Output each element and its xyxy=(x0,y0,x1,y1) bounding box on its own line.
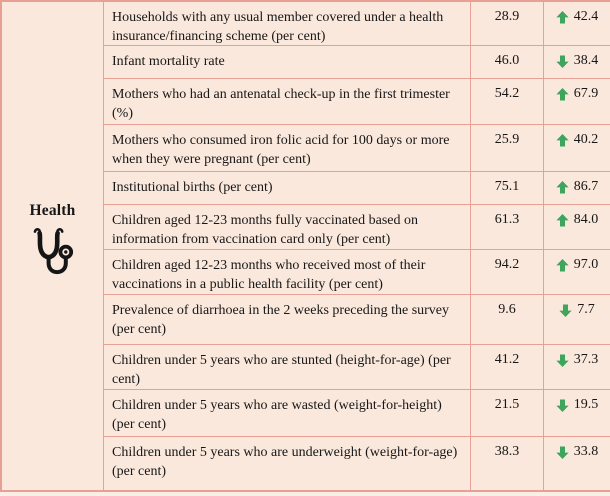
indicator-value: 9.6 xyxy=(470,295,543,345)
trend-indicator: 38.4 xyxy=(543,46,610,79)
indicator-value: 25.9 xyxy=(470,125,543,172)
indicator-value: 38.3 xyxy=(470,437,543,490)
indicator-value: 94.2 xyxy=(470,250,543,295)
stethoscope-icon xyxy=(30,225,76,277)
trend-value: 67.9 xyxy=(573,86,599,101)
indicator-label: Children aged 12-23 months fully vaccina… xyxy=(103,205,470,250)
indicator-label: Children under 5 years who are underweig… xyxy=(103,437,470,490)
trend-indicator: 7.7 xyxy=(543,295,610,345)
trend-value: 38.4 xyxy=(573,53,599,68)
indicator-label: Children under 5 years who are wasted (w… xyxy=(103,390,470,437)
trend-arrow-icon xyxy=(556,259,569,272)
trend-arrow-icon xyxy=(559,304,572,317)
indicator-label: Institutional births (per cent) xyxy=(103,172,470,205)
trend-indicator: 19.5 xyxy=(543,390,610,437)
trend-value: 97.0 xyxy=(573,257,599,272)
trend-indicator: 33.8 xyxy=(543,437,610,490)
indicator-value: 54.2 xyxy=(470,79,543,125)
indicator-label: Mothers who consumed iron folic acid for… xyxy=(103,125,470,172)
indicator-value: 41.2 xyxy=(470,345,543,390)
indicator-label: Children aged 12-23 months who received … xyxy=(103,250,470,295)
trend-arrow-icon xyxy=(556,55,569,68)
trend-arrow-icon xyxy=(556,11,569,24)
trend-arrow-icon xyxy=(556,354,569,367)
trend-indicator: 42.4 xyxy=(543,2,610,46)
category-cell-health: Health xyxy=(2,2,103,490)
trend-arrow-icon xyxy=(556,214,569,227)
trend-value: 84.0 xyxy=(573,212,599,227)
indicator-value: 28.9 xyxy=(470,2,543,46)
trend-indicator: 86.7 xyxy=(543,172,610,205)
trend-indicator: 37.3 xyxy=(543,345,610,390)
trend-indicator: 84.0 xyxy=(543,205,610,250)
trend-arrow-icon xyxy=(556,181,569,194)
trend-arrow-icon xyxy=(556,446,569,459)
trend-arrow-icon xyxy=(556,134,569,147)
indicator-value: 75.1 xyxy=(470,172,543,205)
trend-value: 86.7 xyxy=(573,179,599,194)
category-label: Health xyxy=(29,201,76,219)
indicator-label: Infant mortality rate xyxy=(103,46,470,79)
trend-arrow-icon xyxy=(556,88,569,101)
trend-indicator: 97.0 xyxy=(543,250,610,295)
trend-value: 19.5 xyxy=(573,397,599,412)
trend-arrow-icon xyxy=(556,399,569,412)
indicator-value: 46.0 xyxy=(470,46,543,79)
indicator-label: Households with any usual member covered… xyxy=(103,2,470,46)
trend-indicator: 67.9 xyxy=(543,79,610,125)
indicator-label: Mothers who had an antenatal check-up in… xyxy=(103,79,470,125)
indicator-value: 21.5 xyxy=(470,390,543,437)
trend-value: 37.3 xyxy=(573,352,599,367)
indicator-label: Prevalence of diarrhoea in the 2 weeks p… xyxy=(103,295,470,345)
trend-value: 40.2 xyxy=(573,132,599,147)
trend-value: 7.7 xyxy=(577,302,595,317)
trend-value: 42.4 xyxy=(573,9,599,24)
category-header: Health xyxy=(30,202,76,277)
trend-indicator: 40.2 xyxy=(543,125,610,172)
trend-value: 33.8 xyxy=(573,444,599,459)
indicator-value: 61.3 xyxy=(470,205,543,250)
indicator-label: Children under 5 years who are stunted (… xyxy=(103,345,470,390)
